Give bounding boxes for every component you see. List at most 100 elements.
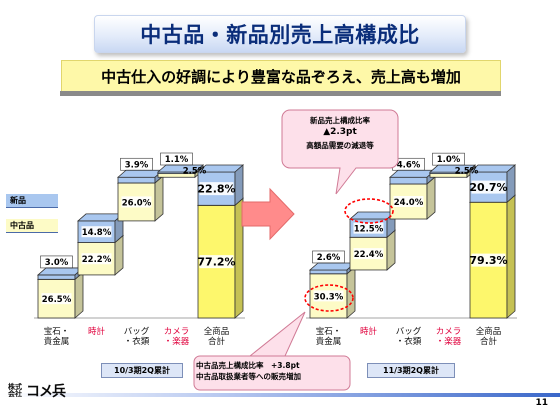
- group-after-category-2-line-1: ・衣類: [396, 336, 422, 347]
- group-before-category-3-line-1: ・楽器: [164, 336, 190, 347]
- callout-top-line-2: ▲2.3pt: [323, 127, 357, 138]
- group-after-label-used-4: 79.3%: [469, 254, 507, 267]
- group-after-label-new-0-frame: [312, 250, 345, 264]
- group-before-label-used-2: 26.0%: [122, 198, 152, 208]
- group-after-label-new-4: 20.7%: [469, 181, 507, 194]
- period-before-text: 10/3期2Q累計: [114, 366, 170, 375]
- group-before-label-used-1: 22.2%: [82, 255, 112, 265]
- group-before-bar-new-3-side: [194, 164, 204, 175]
- callout-top-line-1: 新品売上構成比率: [310, 116, 370, 125]
- group-after-label-used-1-bg: [353, 248, 384, 260]
- group-before-label-new-2-frame: [120, 157, 153, 171]
- group-before-label-new-3-frame: [160, 152, 193, 166]
- company-logo: 株式 会社 コメ兵: [8, 381, 66, 401]
- group-after-bar-new-3-side: [466, 164, 476, 175]
- group-before-label-new-2: 3.9%: [125, 160, 149, 170]
- group-after-label-used-4-bg: [471, 253, 506, 267]
- group-after-bar-used-4-side: [506, 194, 516, 319]
- logo-big-text: コメ兵: [26, 384, 66, 400]
- group-after-label-used-0-bg: [313, 290, 344, 302]
- group-before-label-used-0: 26.5%: [42, 295, 72, 305]
- title-banner: 中古品・新品別売上高構成比: [94, 15, 466, 53]
- group-before-label-new-0-frame: [40, 255, 73, 269]
- group-before-label-used-4-bg: [199, 255, 234, 269]
- group-after-category-4-line-1: 合計: [480, 336, 498, 347]
- group-before-bar-new-0-front: [37, 274, 76, 280]
- legend-new-label: 新品: [10, 196, 26, 205]
- group-before-bar-used-0-side: [74, 271, 84, 319]
- legend-used: 中古品: [6, 219, 58, 233]
- group-before-category-4-line-1: 合計: [208, 336, 226, 347]
- group-before-label-used-2-bg: [121, 196, 152, 208]
- group-before-category-2-line-1: ・衣類: [124, 336, 150, 347]
- slide-title: 中古品・新品別売上高構成比: [140, 23, 420, 47]
- group-before-label-new-1: 14.8%: [82, 228, 112, 238]
- group-before-label-used-1-bg: [81, 253, 112, 265]
- legend-new: 新品: [6, 194, 58, 208]
- group-before-category-4-line-0: 全商品: [204, 326, 230, 337]
- group-after-category-1-line-0: 時計: [360, 326, 378, 337]
- group-after-label-used-1: 22.4%: [354, 250, 384, 260]
- callout-bottom-bubble: [193, 311, 351, 391]
- slide-subtitle: 中古仕入の好調により豊富な品ぞろえ、売上高も増加: [101, 67, 461, 86]
- group-after-label-new-4-bg: [471, 180, 506, 194]
- group-before-label-new-4: 22.8%: [197, 183, 235, 196]
- group-after-label-used-0: 30.3%: [314, 292, 344, 302]
- callout-bottom-text: 中古品売上構成比率 +3.8pt 中古品取扱業者等への販売増加: [196, 360, 348, 383]
- group-after-label-new-2: 4.6%: [397, 160, 421, 170]
- group-after-category-4-line-0: 全商品: [476, 326, 502, 337]
- group-before-bar-new-4-side: [234, 164, 244, 207]
- group-after-label-used-3: 2.5%: [455, 167, 479, 177]
- group-after-category-3-line-0: カメラ: [436, 327, 462, 337]
- group-before-label-new-0: 3.0%: [45, 258, 69, 268]
- highlight-used-ellipse: [304, 284, 354, 312]
- group-before-label-new-3: 1.1%: [165, 155, 189, 165]
- page-number: 11: [535, 398, 548, 408]
- group-before-bar-new-3: [156, 164, 205, 175]
- group-after-bar-new-0-front: [309, 269, 348, 275]
- period-label-after: 11/3期2Q累計: [367, 363, 455, 378]
- group-before-bar-new-2-front: [117, 176, 156, 184]
- group-after-category-0-line-1: 貴金属: [316, 336, 342, 347]
- group-before-category-0-line-1: 貴金属: [44, 336, 70, 347]
- group-after-bar-new-2-front: [389, 176, 428, 185]
- group-after-bar-new-0: [308, 262, 357, 275]
- group-after-label-new-1-bg: [353, 222, 384, 234]
- callout-top-line-3: 高額品需要の減退等: [306, 140, 374, 150]
- group-before-bar-new-2: [116, 169, 165, 184]
- group-after-bar-new-4-side: [506, 164, 516, 204]
- group-after-category-0-line-0: 宝石・: [316, 326, 342, 337]
- group-before-bar-new-0: [36, 267, 85, 281]
- group-after-label-new-1: 12.5%: [354, 225, 384, 235]
- legend-used-label: 中古品: [10, 221, 34, 230]
- callout-top-text: 新品売上構成比率 ▲2.3pt 高額品需要の減退等: [285, 115, 395, 151]
- group-before-label-used-4: 77.2%: [197, 256, 235, 269]
- group-before-category-0-line-0: 宝石・: [44, 326, 70, 337]
- group-after-label-new-3: 1.0%: [437, 155, 461, 165]
- group-after-bar-new-2: [388, 169, 437, 185]
- group-before-label-used-0-bg: [41, 293, 72, 305]
- group-after-label-used-2: 24.0%: [394, 198, 424, 208]
- group-after-category-2-line-0: バッグ: [396, 326, 422, 337]
- group-before-category-3-line-0: カメラ: [164, 327, 190, 337]
- logo-small-text: 株式 会社: [8, 382, 22, 398]
- group-before-category-2-line-0: バッグ: [124, 326, 150, 337]
- group-before-label-new-1-bg: [81, 226, 112, 238]
- group-after-label-new-3-frame: [432, 152, 465, 166]
- footer-rule: [0, 393, 560, 397]
- highlight-new-ellipse: [344, 198, 394, 224]
- group-before-bar-used-2-side: [154, 175, 164, 222]
- group-before-label-used-3: 2.5%: [183, 167, 207, 177]
- group-after-label-new-0: 2.6%: [317, 253, 341, 263]
- transition-arrow: [241, 187, 295, 241]
- group-after-label-used-2-bg: [393, 195, 424, 207]
- period-after-text: 11/3期2Q累計: [383, 366, 439, 375]
- callout-top-bubble: [281, 109, 399, 195]
- group-after-category-3-line-1: ・楽器: [436, 336, 462, 347]
- period-label-before: 10/3期2Q累計: [101, 363, 183, 378]
- callout-bottom-line-2: 中古品取扱業者等への販売増加: [196, 372, 301, 382]
- group-after-bar-new-3: [428, 164, 477, 175]
- group-before-category-1-line-0: 時計: [88, 326, 106, 337]
